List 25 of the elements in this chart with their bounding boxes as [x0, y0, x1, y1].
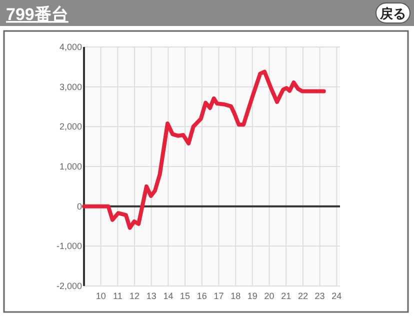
- y-tick-label: 4,000: [59, 42, 82, 52]
- x-tick-label: 24: [332, 291, 342, 301]
- y-tick-label: -2,000: [56, 281, 82, 291]
- y-tick-label: -1,000: [56, 241, 82, 252]
- line-series: [82, 70, 326, 230]
- x-tick-label: 15: [180, 291, 190, 301]
- x-tick-label: 17: [214, 291, 224, 301]
- x-tick-label: 10: [96, 291, 106, 301]
- x-tick-label: 18: [230, 291, 241, 301]
- x-tick-label: 14: [163, 291, 174, 301]
- y-tick-label: 2,000: [59, 122, 82, 132]
- y-tick-label: 0: [76, 201, 82, 212]
- x-tick-label: 23: [314, 291, 325, 301]
- x-tick-label: 12: [130, 291, 140, 301]
- x-tick-label: 13: [146, 291, 156, 301]
- x-tick-label: 11: [113, 291, 122, 301]
- y-tick-label: 3,000: [59, 82, 82, 92]
- x-tick-label: 20: [264, 291, 274, 301]
- x-tick-label: 22: [298, 291, 308, 301]
- y-tick-label: 1,000: [59, 162, 82, 172]
- chart-title: 799番台: [6, 5, 68, 24]
- x-tick-label: 16: [196, 291, 207, 301]
- x-tick-label: 19: [247, 291, 258, 301]
- text: 戻る: [379, 6, 406, 21]
- x-tick-label: 21: [281, 291, 292, 301]
